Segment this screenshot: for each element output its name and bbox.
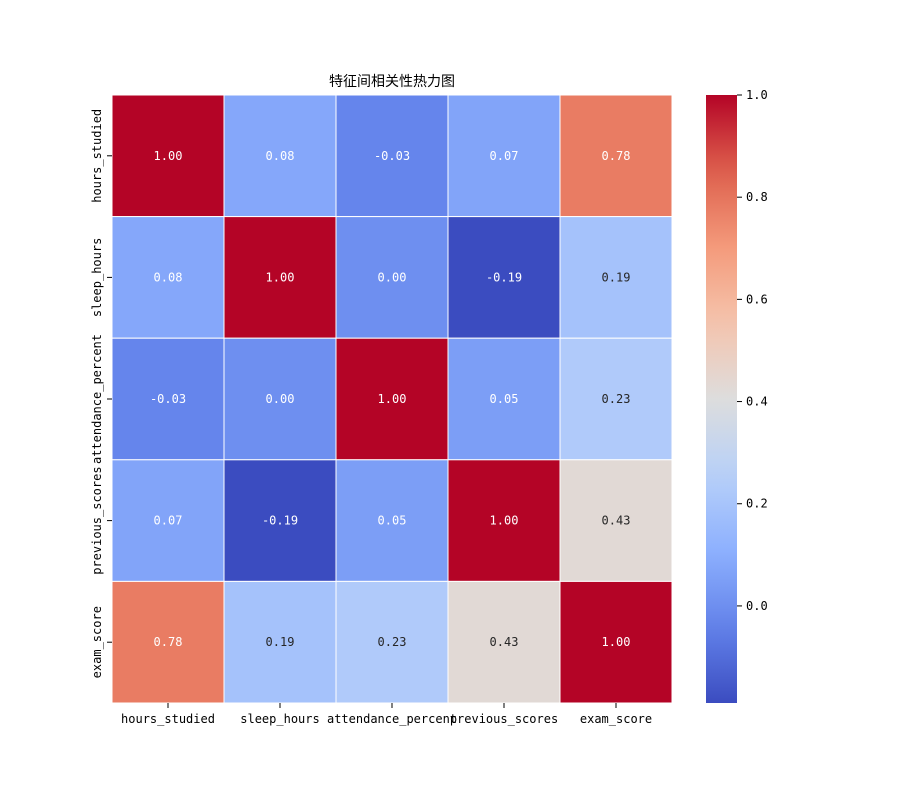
- heatmap-cell: [559, 337, 673, 461]
- heatmap-cell: [559, 94, 673, 218]
- heatmap-cell: [335, 216, 449, 339]
- heatmap-cells: 1.00 0.08 -0.03 0.07 0.78 0.08 1.00 0.00 -0.19 0.…: [111, 94, 673, 704]
- cell-value-label: 0.43: [490, 635, 519, 649]
- heatmap-cell: [223, 459, 337, 582]
- row-label: attendance_percent: [90, 334, 104, 464]
- column-label: exam_score: [580, 712, 652, 726]
- cell-value-label: -0.19: [486, 270, 522, 284]
- heatmap-cell: [223, 337, 337, 461]
- cell-value-label: -0.03: [374, 149, 410, 163]
- heatmap-cell: [223, 580, 337, 704]
- cell-value-label: 0.19: [602, 270, 631, 284]
- colorbar-gradient: [706, 95, 737, 703]
- colorbar: 0.0 0.2 0.4 0.6 0.8 1.0: [706, 88, 768, 703]
- cell-value-label: 0.78: [602, 149, 631, 163]
- heatmap-cell: [335, 94, 449, 218]
- heatmap-cell: [111, 580, 225, 704]
- heatmap-cell: [447, 94, 561, 218]
- heatmap-cell: [559, 459, 673, 582]
- heatmap-cell: [335, 459, 449, 582]
- heatmap-cell: [447, 459, 561, 582]
- colorbar-tick-label: 0.8: [746, 190, 768, 204]
- chart-title: 特征间相关性热力图: [329, 74, 455, 90]
- heatmap-cell: [223, 94, 337, 218]
- cell-value-label: 0.00: [378, 270, 407, 284]
- colorbar-tick-label: 0.0: [746, 599, 768, 613]
- column-labels: hours_studied sleep_hours attendance_perce…: [121, 703, 652, 726]
- cell-value-label: 0.08: [266, 149, 295, 163]
- cell-value-label: 0.43: [602, 514, 631, 528]
- row-label: previous_scores: [90, 466, 104, 574]
- heatmap-cell: [559, 216, 673, 339]
- colorbar-tick-label: 0.4: [746, 395, 768, 409]
- column-label: previous_scores: [450, 712, 558, 726]
- cell-value-label: 0.07: [490, 149, 519, 163]
- cell-value-label: 0.23: [602, 392, 631, 406]
- cell-value-label: -0.03: [150, 392, 186, 406]
- column-label: sleep_hours: [240, 712, 319, 726]
- cell-value-label: 0.05: [378, 514, 407, 528]
- colorbar-tick-label: 0.6: [746, 292, 768, 306]
- heatmap-cell: [447, 337, 561, 461]
- cell-value-label: 1.00: [378, 392, 407, 406]
- row-labels: hours_studied sleep_hours attendance_perce…: [90, 109, 112, 678]
- colorbar-tick-label: 0.2: [746, 497, 768, 511]
- cell-value-label: 0.00: [266, 392, 295, 406]
- column-label: attendance_percent: [327, 712, 457, 726]
- cell-value-label: 1.00: [490, 514, 519, 528]
- cell-value-label: 0.23: [378, 635, 407, 649]
- cell-value-label: 0.05: [490, 392, 519, 406]
- cell-value-label: 0.78: [154, 635, 183, 649]
- row-label: exam_score: [90, 606, 104, 678]
- cell-value-label: 1.00: [266, 270, 295, 284]
- heatmap-cell: [335, 337, 449, 461]
- heatmap-cell: [111, 94, 225, 218]
- heatmap-cell: [559, 580, 673, 704]
- heatmap-cell: [335, 580, 449, 704]
- heatmap-cell: [111, 216, 225, 339]
- cell-value-label: -0.19: [262, 514, 298, 528]
- row-label: sleep_hours: [90, 238, 104, 317]
- cell-value-label: 0.07: [154, 514, 183, 528]
- row-label: hours_studied: [90, 109, 104, 203]
- cell-value-label: 0.19: [266, 635, 295, 649]
- cell-value-label: 0.08: [154, 270, 183, 284]
- cell-value-label: 1.00: [154, 149, 183, 163]
- cell-value-label: 1.00: [602, 635, 631, 649]
- column-label: hours_studied: [121, 712, 215, 726]
- colorbar-tick-label: 1.0: [746, 88, 768, 102]
